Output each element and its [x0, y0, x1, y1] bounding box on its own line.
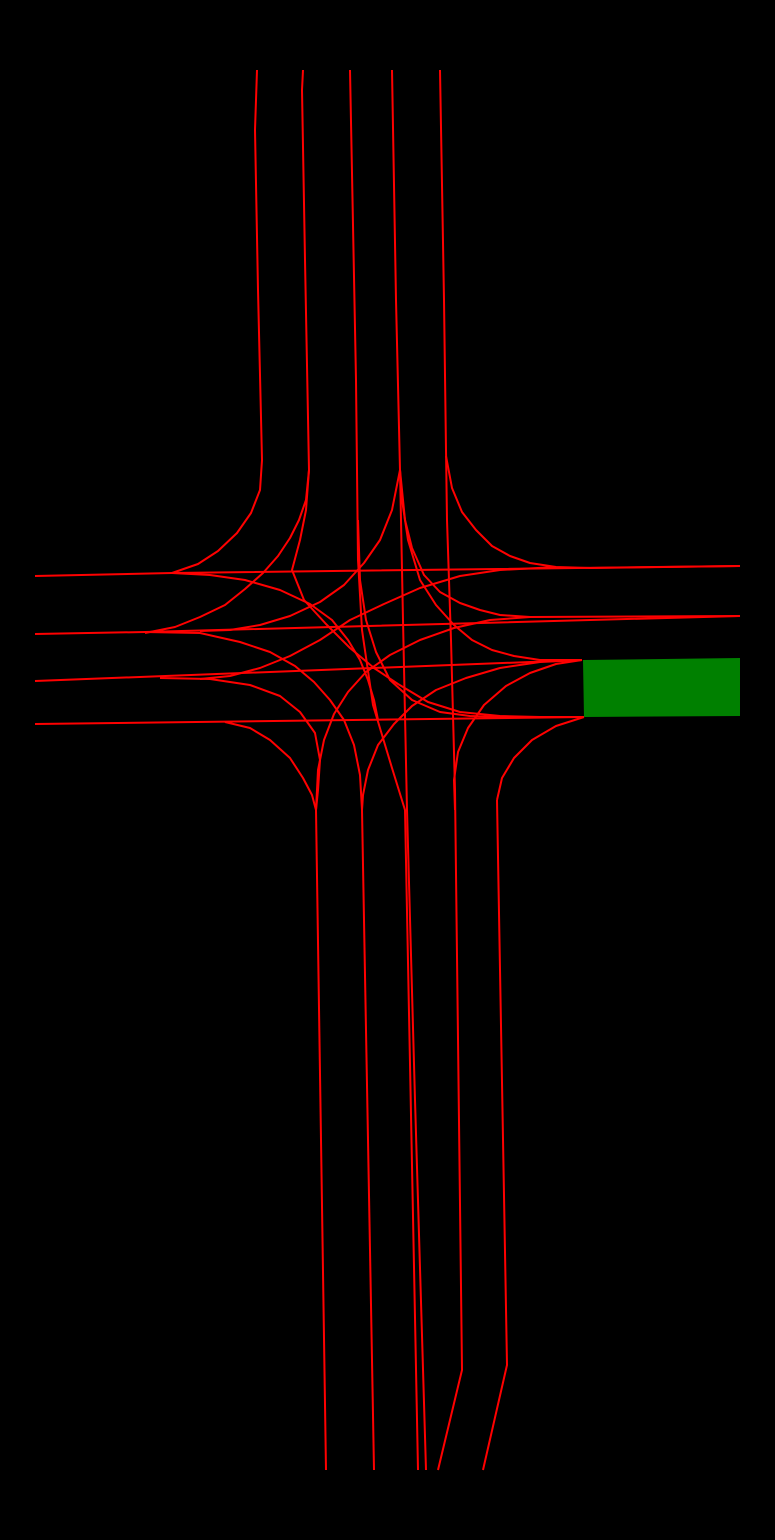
lane-east-3-to-south[interactable] — [453, 659, 583, 811]
lane-east-3-to-south-west[interactable] — [361, 659, 583, 811]
lane-north-2-to-south-east[interactable] — [291, 469, 541, 718]
lane-centerlines — [34, 69, 741, 1471]
lane-north-1-to-west[interactable] — [171, 69, 263, 574]
lane-north-4-to-east[interactable] — [399, 469, 741, 618]
lane-north-2[interactable] — [144, 69, 310, 634]
lane-west-2-to-south[interactable] — [144, 631, 363, 811]
lane-south-2[interactable] — [361, 809, 375, 1471]
lane-west-3[interactable] — [34, 659, 583, 682]
lane-east-1-to-west[interactable] — [199, 566, 557, 680]
lane-east-4-to-south[interactable] — [496, 716, 585, 801]
lane-north-4-straight[interactable] — [391, 69, 427, 1471]
lane-north-4-to-south-east[interactable] — [399, 469, 582, 661]
lane-west-4[interactable] — [34, 716, 585, 725]
lane-south-5[interactable] — [482, 799, 508, 1471]
lane-west-1-to-south[interactable] — [171, 572, 379, 721]
highlighted-lane-segment[interactable] — [583, 658, 740, 717]
lane-north-3-to-west[interactable] — [199, 469, 401, 632]
lane-east-2-to-south-west[interactable] — [315, 616, 531, 811]
lane-west-4-to-south[interactable] — [224, 721, 317, 811]
lane-west-3-to-south[interactable] — [159, 677, 321, 811]
lane-south-1[interactable] — [315, 809, 327, 1471]
